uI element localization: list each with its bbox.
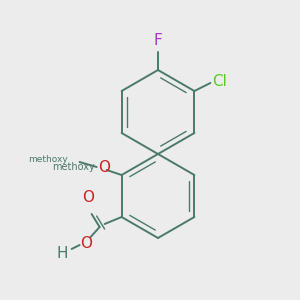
Text: O: O [82, 190, 94, 205]
Text: F: F [154, 33, 162, 48]
Text: O: O [98, 160, 110, 175]
Text: methoxy: methoxy [28, 155, 68, 164]
Text: Cl: Cl [212, 74, 227, 88]
Text: H: H [57, 247, 68, 262]
Text: O: O [80, 236, 92, 250]
Text: methoxy: methoxy [52, 162, 95, 172]
